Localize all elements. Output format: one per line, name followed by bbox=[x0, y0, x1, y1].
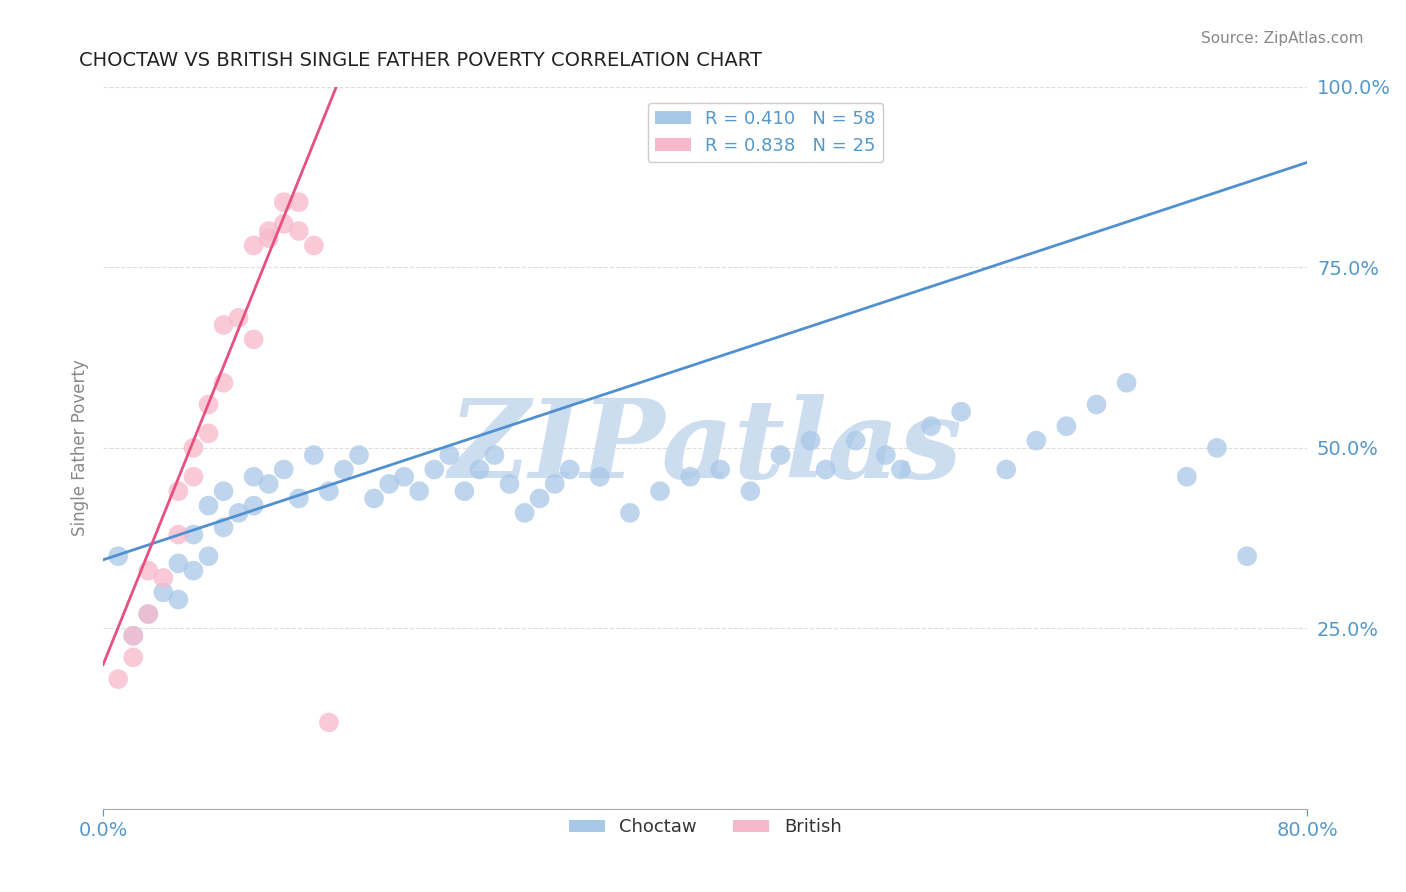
Point bbox=[136, 607, 159, 621]
Point bbox=[288, 491, 311, 506]
Point bbox=[257, 477, 280, 491]
Text: ZIPatlas: ZIPatlas bbox=[449, 394, 962, 501]
Point bbox=[288, 195, 311, 210]
Point bbox=[167, 557, 190, 571]
Point bbox=[167, 484, 190, 499]
Point bbox=[950, 405, 973, 419]
Point bbox=[228, 310, 250, 325]
Point bbox=[122, 629, 145, 643]
Point bbox=[183, 441, 205, 455]
Point bbox=[484, 448, 506, 462]
Point bbox=[769, 448, 792, 462]
Point bbox=[288, 224, 311, 238]
Point bbox=[814, 462, 837, 476]
Point bbox=[212, 520, 235, 534]
Point bbox=[513, 506, 536, 520]
Point bbox=[558, 462, 581, 476]
Point bbox=[257, 224, 280, 238]
Point bbox=[845, 434, 868, 448]
Text: Source: ZipAtlas.com: Source: ZipAtlas.com bbox=[1201, 31, 1364, 46]
Point bbox=[212, 318, 235, 332]
Point bbox=[136, 564, 159, 578]
Point bbox=[679, 469, 702, 483]
Point bbox=[107, 672, 129, 686]
Point bbox=[1025, 434, 1047, 448]
Point bbox=[136, 607, 159, 621]
Point bbox=[800, 434, 823, 448]
Point bbox=[197, 426, 219, 441]
Point bbox=[1085, 397, 1108, 411]
Legend: Choctaw, British: Choctaw, British bbox=[561, 811, 849, 844]
Point bbox=[273, 217, 295, 231]
Point bbox=[167, 527, 190, 541]
Point bbox=[273, 195, 295, 210]
Point bbox=[197, 397, 219, 411]
Point bbox=[183, 527, 205, 541]
Point bbox=[152, 585, 174, 599]
Point bbox=[122, 629, 145, 643]
Point bbox=[378, 477, 401, 491]
Point bbox=[619, 506, 641, 520]
Point bbox=[439, 448, 461, 462]
Point bbox=[709, 462, 731, 476]
Point bbox=[347, 448, 370, 462]
Point bbox=[1054, 419, 1077, 434]
Point bbox=[318, 484, 340, 499]
Point bbox=[242, 499, 264, 513]
Point bbox=[544, 477, 567, 491]
Point bbox=[1206, 441, 1229, 455]
Point bbox=[197, 499, 219, 513]
Point bbox=[333, 462, 356, 476]
Point bbox=[995, 462, 1018, 476]
Point bbox=[468, 462, 491, 476]
Text: CHOCTAW VS BRITISH SINGLE FATHER POVERTY CORRELATION CHART: CHOCTAW VS BRITISH SINGLE FATHER POVERTY… bbox=[79, 51, 762, 70]
Point bbox=[228, 506, 250, 520]
Point bbox=[302, 448, 325, 462]
Point bbox=[453, 484, 475, 499]
Point bbox=[107, 549, 129, 564]
Point bbox=[242, 469, 264, 483]
Point bbox=[212, 484, 235, 499]
Point bbox=[167, 592, 190, 607]
Point bbox=[920, 419, 942, 434]
Point bbox=[122, 650, 145, 665]
Point bbox=[529, 491, 551, 506]
Point bbox=[408, 484, 430, 499]
Point bbox=[183, 469, 205, 483]
Point bbox=[273, 462, 295, 476]
Point bbox=[183, 564, 205, 578]
Point bbox=[257, 231, 280, 245]
Point bbox=[1115, 376, 1137, 390]
Point bbox=[875, 448, 897, 462]
Point bbox=[423, 462, 446, 476]
Y-axis label: Single Father Poverty: Single Father Poverty bbox=[72, 359, 89, 536]
Point bbox=[152, 571, 174, 585]
Point bbox=[212, 376, 235, 390]
Point bbox=[589, 469, 612, 483]
Point bbox=[318, 715, 340, 730]
Point bbox=[363, 491, 385, 506]
Point bbox=[302, 238, 325, 252]
Point bbox=[890, 462, 912, 476]
Point bbox=[1175, 469, 1198, 483]
Point bbox=[242, 238, 264, 252]
Point bbox=[498, 477, 520, 491]
Point bbox=[197, 549, 219, 564]
Point bbox=[242, 333, 264, 347]
Point bbox=[648, 484, 671, 499]
Point bbox=[392, 469, 415, 483]
Point bbox=[1236, 549, 1258, 564]
Point bbox=[740, 484, 762, 499]
